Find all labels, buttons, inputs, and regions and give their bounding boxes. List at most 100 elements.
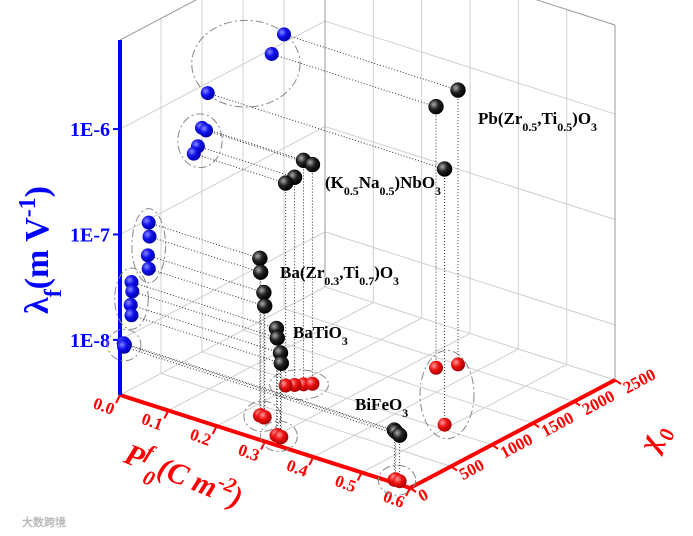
series-label: BaTiO3 xyxy=(293,323,348,348)
point xyxy=(277,175,294,191)
floor-projection xyxy=(451,357,465,372)
text-part: BiFeO xyxy=(355,395,402,414)
cluster-ellipse xyxy=(177,113,223,169)
wall-projection xyxy=(186,146,201,161)
floor-projection xyxy=(257,410,272,425)
y-tick xyxy=(450,465,458,472)
box-edge xyxy=(119,0,197,41)
z-axis-title: λf(m V-1) xyxy=(15,186,67,314)
grid-line xyxy=(264,333,471,442)
floor-projection xyxy=(278,378,293,393)
floor-projection xyxy=(429,360,444,375)
projection-line xyxy=(205,130,313,166)
text-part: 0.5 xyxy=(380,184,395,198)
grid-line xyxy=(361,364,567,473)
projection-line xyxy=(283,33,459,91)
wall-projection xyxy=(124,308,139,323)
text-part: ,Ti xyxy=(537,109,557,128)
cluster-ellipse xyxy=(114,267,149,330)
box-edge xyxy=(535,0,616,26)
cluster-ellipse xyxy=(191,19,301,108)
wall-projection xyxy=(117,339,132,354)
x-tick xyxy=(356,472,363,481)
wall-projection xyxy=(123,297,138,312)
y-tick xyxy=(409,487,417,493)
cluster-ellipse xyxy=(259,420,298,452)
y-axis xyxy=(409,378,616,490)
z-tick-label: 1E-6 xyxy=(70,119,110,141)
grid-line xyxy=(119,231,326,341)
projection-line xyxy=(131,314,282,364)
y-tick xyxy=(614,379,622,385)
grid-line xyxy=(119,286,326,396)
point xyxy=(391,427,408,443)
point xyxy=(450,82,466,98)
grid-line xyxy=(313,348,519,458)
y-tick xyxy=(491,443,499,450)
floor-projection xyxy=(274,430,289,445)
y-tick-label: 0 xyxy=(415,485,431,506)
y-tick-label: 1000 xyxy=(497,430,536,463)
text-part: 0.5 xyxy=(344,184,359,198)
projection-line xyxy=(149,236,261,273)
wall-projection xyxy=(199,123,214,138)
projection-line xyxy=(147,254,265,294)
x-tick xyxy=(405,487,411,497)
point xyxy=(252,264,269,280)
projection-line xyxy=(193,153,286,184)
floor-projection xyxy=(392,474,407,489)
text-part: 3 xyxy=(393,274,399,288)
grid-line xyxy=(216,317,422,427)
projection-line xyxy=(131,281,277,330)
text-part: (m V xyxy=(19,217,56,290)
wall-projection xyxy=(141,215,156,230)
wall-projection xyxy=(200,86,215,101)
text-part: Ba(Zr xyxy=(280,263,325,282)
x-tick xyxy=(308,456,315,466)
x-axis-title: Pf0(C m-2) xyxy=(115,433,249,524)
x-tick-label: 0.2 xyxy=(187,425,213,450)
text-part: Na xyxy=(359,173,380,192)
cluster-ellipse xyxy=(419,349,475,440)
text-part: )O xyxy=(572,109,591,128)
projection-line xyxy=(148,268,265,307)
projection-line xyxy=(123,346,400,436)
text-part: -1 xyxy=(15,197,41,217)
projection-line xyxy=(197,145,295,178)
series-label: Pb(Zr0.5,Ti0.5)O3 xyxy=(478,109,597,134)
cluster-ellipse xyxy=(269,369,329,401)
cluster-ellipse xyxy=(131,208,167,284)
floor-projection xyxy=(437,417,452,432)
text-part: ,Ti xyxy=(339,263,359,282)
wall-projection xyxy=(277,27,291,42)
cluster-ellipse xyxy=(107,328,142,362)
floor-projection xyxy=(305,376,320,391)
cluster-ellipse xyxy=(377,464,417,496)
text-part: )O xyxy=(374,263,393,282)
text-part: Pb(Zr xyxy=(478,109,523,128)
y-tick-label: 2500 xyxy=(620,365,659,398)
watermark: 大数跨境 xyxy=(22,515,66,529)
y-tick xyxy=(573,400,581,407)
grid-line xyxy=(168,302,374,411)
text-part: ) xyxy=(19,186,56,197)
series-label: BiFeO3 xyxy=(355,395,408,420)
series-label: (K0.5Na0.5)NbO3 xyxy=(325,173,441,198)
wall-projection xyxy=(140,248,155,263)
projection-line xyxy=(132,290,278,339)
point xyxy=(256,284,272,301)
projection-line xyxy=(130,304,281,354)
x-tick-label: 0.3 xyxy=(236,440,262,465)
x-tick xyxy=(211,425,218,435)
point xyxy=(436,161,453,177)
point xyxy=(256,298,273,314)
text-part: f xyxy=(41,288,67,297)
x-tick-label: 0.5 xyxy=(332,471,358,496)
x-tick xyxy=(260,441,266,450)
grid-line xyxy=(119,20,326,130)
x-tick xyxy=(115,394,121,404)
wall-projection xyxy=(142,229,157,244)
y-axis-title: χ0 xyxy=(631,421,680,460)
text-part: 3 xyxy=(402,406,408,420)
z-tick-label: 1E-8 xyxy=(70,330,110,352)
